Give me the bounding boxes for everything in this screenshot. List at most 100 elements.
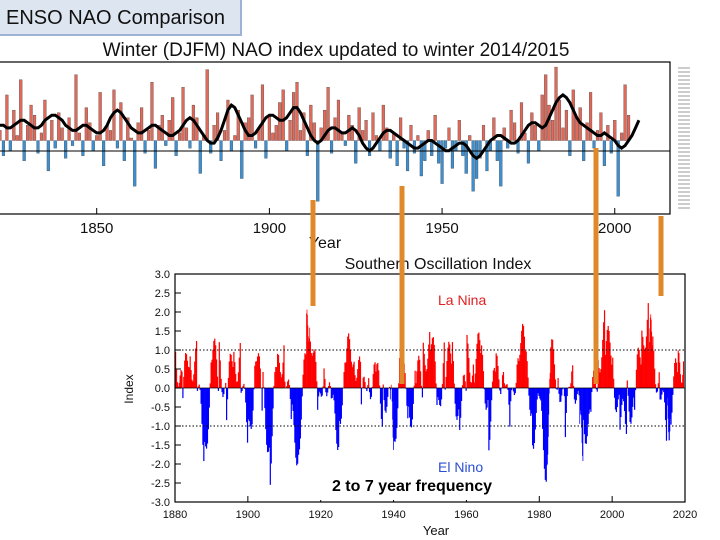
- nao-bar: [305, 140, 309, 156]
- soi-spike: [253, 388, 255, 390]
- soi-spike: [565, 388, 567, 413]
- soi-spike: [370, 388, 373, 397]
- nao-bar: [250, 94, 254, 141]
- soi-spike: [513, 388, 515, 396]
- soi-spike: [626, 380, 628, 388]
- nao-bar: [91, 140, 95, 151]
- soi-spike: [287, 381, 289, 388]
- nao-bar: [184, 127, 189, 141]
- soi-spike: [327, 388, 329, 393]
- soi-spike: [588, 388, 590, 414]
- soi-spike: [578, 388, 580, 396]
- soi-spike: [488, 388, 490, 451]
- soi-spike: [358, 356, 361, 388]
- soi-spike: [311, 355, 313, 388]
- soi-spike: [423, 353, 425, 388]
- soi-spike: [411, 388, 413, 420]
- soi-spike: [584, 388, 587, 444]
- soi-spike: [323, 368, 325, 388]
- soi-spike: [273, 385, 275, 388]
- nao-bar: [281, 89, 285, 141]
- soi-spike: [635, 369, 638, 388]
- soi-spike: [462, 375, 464, 388]
- soi-spike: [193, 374, 195, 388]
- nao-bar: [519, 102, 524, 141]
- soi-spike: [594, 381, 597, 388]
- soi-spike: [209, 383, 211, 388]
- soi-spike: [470, 381, 472, 388]
- soi-spike: [291, 388, 293, 405]
- soi-spike: [600, 369, 602, 388]
- soi-spike: [547, 388, 549, 455]
- soi-spike: [254, 365, 256, 388]
- soi-spike: [563, 388, 566, 397]
- soi-spike: [368, 378, 370, 388]
- soi-spike: [657, 383, 659, 388]
- soi-spike: [440, 388, 442, 407]
- soi-spike: [392, 388, 394, 438]
- nao-bar: [343, 140, 347, 146]
- nao-bar: [5, 94, 9, 141]
- soi-spike: [661, 388, 663, 395]
- soi-spike: [648, 352, 650, 388]
- soi-spike: [644, 347, 647, 388]
- soi-spike: [673, 376, 675, 388]
- soi-spike: [481, 345, 483, 388]
- soi-spike: [188, 367, 190, 388]
- soi-spike: [211, 359, 213, 388]
- nao-bar: [115, 140, 119, 149]
- soi-spike: [244, 388, 246, 389]
- nao-bar: [419, 140, 423, 177]
- soi-spike: [265, 388, 267, 430]
- soi-spike: [562, 388, 564, 390]
- soi-spike: [317, 388, 319, 410]
- nao-bar: [316, 140, 320, 202]
- soi-spike: [446, 361, 448, 388]
- soi-spike: [491, 381, 494, 388]
- soi-spike: [517, 358, 519, 388]
- soi-spike: [379, 388, 382, 404]
- nao-bar: [57, 112, 61, 141]
- soi-spike: [460, 388, 463, 401]
- soi-x-tick-label: 1880: [163, 509, 187, 521]
- soi-spike: [611, 364, 613, 388]
- nao-bar: [271, 132, 275, 141]
- soi-spike: [213, 340, 215, 388]
- soi-spike: [292, 388, 294, 411]
- soi-spike: [515, 382, 517, 388]
- soi-spike: [534, 388, 536, 430]
- soi-spike: [542, 388, 545, 451]
- soi-spike: [650, 314, 652, 388]
- soi-y-tick-label: -2.5: [151, 478, 170, 490]
- nao-bar: [36, 140, 40, 154]
- soi-spike: [655, 388, 658, 393]
- soi-spike: [580, 388, 582, 416]
- soi-spike: [300, 388, 302, 420]
- soi-spike: [298, 388, 301, 450]
- soi-spike: [473, 382, 475, 388]
- soi-spike: [535, 388, 537, 414]
- nao-bar: [405, 140, 410, 172]
- nao-bar: [1, 140, 5, 156]
- soi-spike: [644, 350, 646, 388]
- soi-spike: [614, 388, 617, 410]
- soi-y-tick-label: 1.5: [155, 326, 170, 338]
- soi-spike: [222, 388, 224, 398]
- soi-spike: [606, 329, 608, 388]
- soi-spike: [379, 385, 381, 388]
- soi-spike: [559, 388, 561, 403]
- soi-spike: [453, 383, 455, 388]
- soi-spike: [406, 388, 408, 406]
- soi-spike: [642, 336, 644, 388]
- soi-spike: [337, 388, 339, 450]
- soi-spike: [501, 375, 504, 388]
- soi-spike: [422, 342, 424, 388]
- soi-spike: [630, 388, 632, 424]
- soi-spike: [297, 388, 300, 455]
- nao-bar: [336, 99, 340, 141]
- soi-spike: [186, 360, 189, 388]
- nao-bar: [146, 130, 151, 141]
- soi-spike: [492, 370, 495, 388]
- soi-spike: [459, 388, 461, 431]
- soi-spike: [307, 336, 309, 388]
